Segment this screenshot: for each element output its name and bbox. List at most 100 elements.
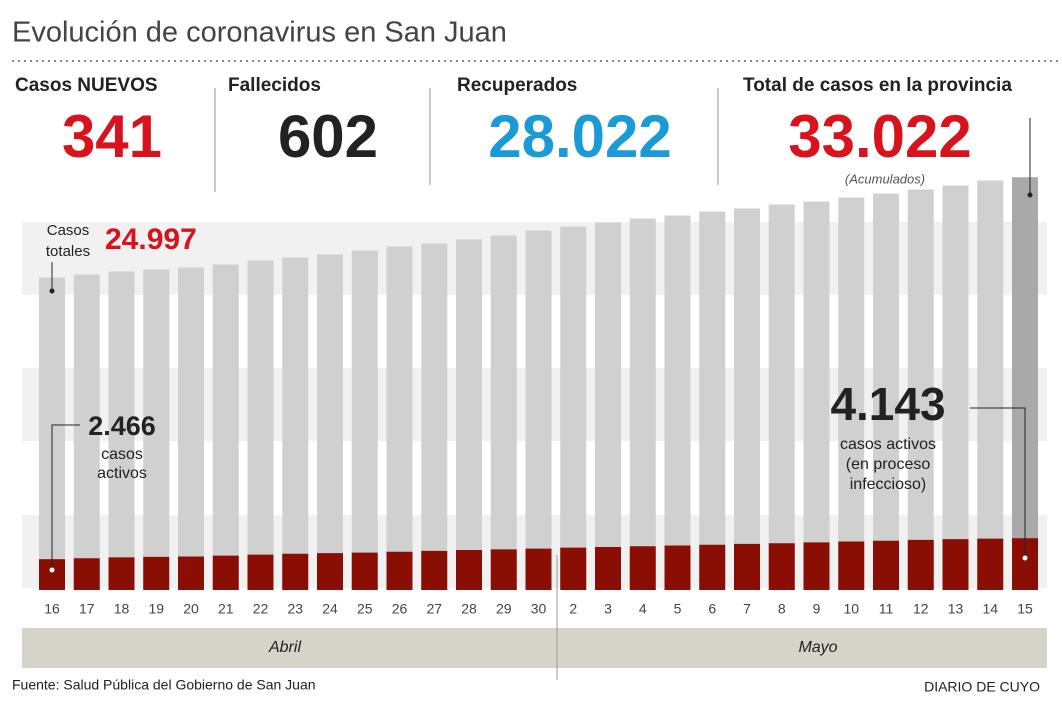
bar	[734, 208, 760, 590]
x-tick-label: 29	[496, 601, 512, 617]
bar	[734, 543, 760, 590]
bar	[560, 547, 587, 590]
bar	[838, 541, 865, 590]
bar	[351, 250, 378, 590]
bar	[873, 540, 899, 590]
bar	[317, 254, 343, 590]
bar	[525, 548, 552, 590]
title: Evolución de coronavirus en San Juan	[12, 17, 507, 49]
bar	[143, 269, 170, 590]
x-tick-label: 5	[674, 601, 682, 617]
month-label: Mayo	[798, 639, 837, 656]
x-tick-label: 21	[218, 601, 234, 617]
bar	[143, 556, 170, 590]
bar	[942, 539, 969, 590]
bar	[108, 557, 135, 590]
bar	[838, 197, 865, 590]
x-tick-label: 24	[322, 601, 338, 617]
bar	[247, 554, 274, 590]
x-tick-label: 11	[879, 601, 894, 617]
x-tick-label: 26	[392, 601, 408, 617]
stat-value: 28.022	[488, 103, 672, 170]
x-tick-label: 7	[743, 601, 751, 617]
x-tick-label: 15	[1017, 601, 1033, 617]
bar	[907, 539, 934, 590]
bar	[977, 180, 1004, 590]
annotation: casos activos	[840, 436, 936, 453]
bar	[664, 215, 691, 590]
x-tick-label: 6	[708, 601, 716, 617]
x-tick-label: 12	[913, 601, 929, 617]
stat-label: Fallecidos	[228, 75, 321, 96]
x-tick-label: 20	[183, 601, 199, 617]
bar	[456, 239, 482, 590]
x-tick-label: 10	[843, 601, 859, 617]
bar	[386, 246, 413, 590]
x-tick-label: 18	[114, 601, 130, 617]
bar	[282, 257, 309, 590]
annotation: infeccioso)	[850, 476, 926, 493]
bar	[803, 201, 830, 590]
x-tick-label: 16	[44, 601, 60, 617]
month-label: Abril	[268, 639, 301, 656]
stat-label: Recuperados	[457, 75, 577, 96]
bar	[421, 243, 448, 590]
x-tick-label: 2	[569, 601, 577, 617]
leader-dot	[49, 567, 55, 573]
bar	[525, 230, 552, 590]
bar	[247, 260, 274, 590]
x-tick-label: 19	[148, 601, 164, 617]
stat-value: 33.022	[788, 103, 972, 170]
bar	[907, 189, 934, 590]
bar	[490, 235, 517, 590]
bar	[456, 550, 482, 590]
brand: DIARIO DE CUYO	[924, 679, 1040, 695]
note: (Acumulados)	[845, 171, 925, 186]
annotation-value: 2.466	[88, 411, 156, 441]
bar	[490, 549, 517, 590]
bar	[699, 544, 726, 590]
bar	[386, 551, 413, 590]
annotation-value: 24.997	[105, 223, 197, 256]
bar	[595, 547, 621, 590]
x-tick-label: 14	[982, 601, 998, 617]
month-band	[22, 628, 1047, 668]
bar	[595, 222, 621, 590]
bar	[421, 550, 448, 590]
bar	[178, 267, 204, 590]
x-tick-label: 28	[461, 601, 477, 617]
bar	[212, 264, 239, 590]
bar	[73, 274, 100, 590]
annotation: (en proceso	[846, 456, 931, 473]
leader-dot	[1022, 555, 1028, 561]
bar	[351, 552, 378, 590]
separators	[214, 88, 719, 192]
x-tick-label: 4	[639, 601, 647, 617]
bar	[212, 555, 239, 590]
x-tick-label: 9	[813, 601, 821, 617]
leader-dot	[49, 288, 55, 294]
annotation: totales	[46, 243, 90, 260]
x-tick-label: 27	[426, 601, 442, 617]
annotation-value: 4.143	[830, 378, 945, 430]
stat-label: Casos NUEVOS	[15, 75, 158, 96]
source: Fuente: Salud Pública del Gobierno de Sa…	[12, 677, 316, 693]
x-tick-label: 22	[253, 601, 269, 617]
bar	[282, 553, 309, 590]
x-tick-label: 23	[287, 601, 303, 617]
bar	[108, 271, 135, 590]
x-tick-label: 25	[357, 601, 373, 617]
annotation: Casos	[47, 222, 90, 239]
leader-dot	[1027, 192, 1033, 198]
annotation: activos	[97, 465, 147, 482]
bar	[699, 211, 726, 590]
bar	[768, 204, 795, 590]
annotation: casos	[101, 446, 143, 463]
stat-value: 341	[62, 103, 162, 170]
x-tick-label: 13	[948, 601, 964, 617]
bar	[73, 558, 100, 590]
bar	[629, 218, 656, 590]
x-tick-label: 3	[604, 601, 612, 617]
x-tick-label: 8	[778, 601, 786, 617]
x-tick-label: 30	[531, 601, 547, 617]
